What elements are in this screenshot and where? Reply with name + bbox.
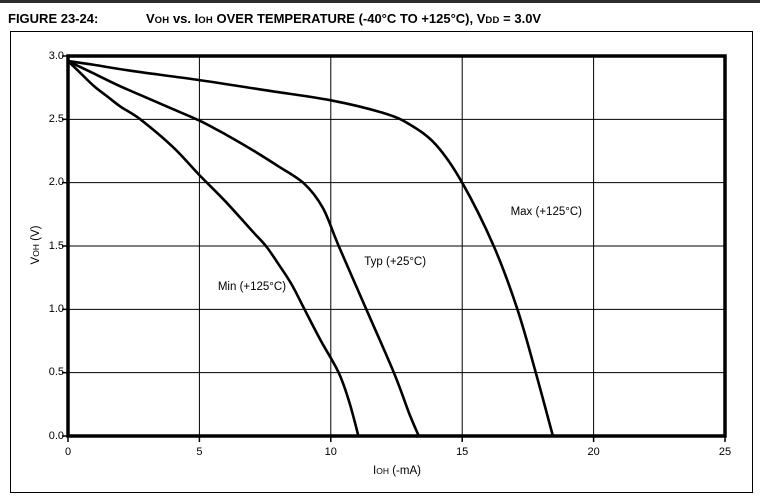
x-tick-label: 25 xyxy=(718,446,732,458)
figure-border xyxy=(10,31,753,493)
y-tick-label: 0.0 xyxy=(48,429,64,442)
y-axis-label: VOH (V) xyxy=(30,225,42,265)
y-tick-label: 1.0 xyxy=(48,302,64,315)
x-tick-label: 10 xyxy=(324,446,337,458)
y-tick-label: 2.0 xyxy=(48,176,64,189)
curve-series-2 xyxy=(66,59,360,438)
plot-border xyxy=(66,54,727,438)
x-tick-label: 0 xyxy=(64,446,72,458)
figure-title: VOH vs. IOH OVER TEMPERATURE (-40°C TO +… xyxy=(146,11,542,26)
curve-series-1 xyxy=(66,59,421,438)
y-tick-label: 2.5 xyxy=(48,112,64,125)
page-top-edge-line xyxy=(0,0,760,3)
figure-number: FIGURE 23-24: xyxy=(8,11,99,26)
figure-header: FIGURE 23-24: VOH vs. IOH OVER TEMPERATUR… xyxy=(8,11,752,31)
y-tick-label: 0.5 xyxy=(48,366,64,379)
x-axis-label: IOH (-mA) xyxy=(373,465,421,477)
x-tick-label: 20 xyxy=(587,446,600,458)
x-tick-label: 15 xyxy=(456,446,469,458)
y-tick-label: 3.0 xyxy=(48,49,64,62)
curve-label-typ: Typ (+25°C) xyxy=(364,256,427,269)
curve-label-min: Min (+125°C) xyxy=(217,280,287,293)
x-tick-label: 5 xyxy=(196,446,203,458)
curve-series-0 xyxy=(66,59,555,438)
y-tick-label: 1.5 xyxy=(48,239,64,252)
curve-label-max: Max (+125°C) xyxy=(510,205,582,218)
